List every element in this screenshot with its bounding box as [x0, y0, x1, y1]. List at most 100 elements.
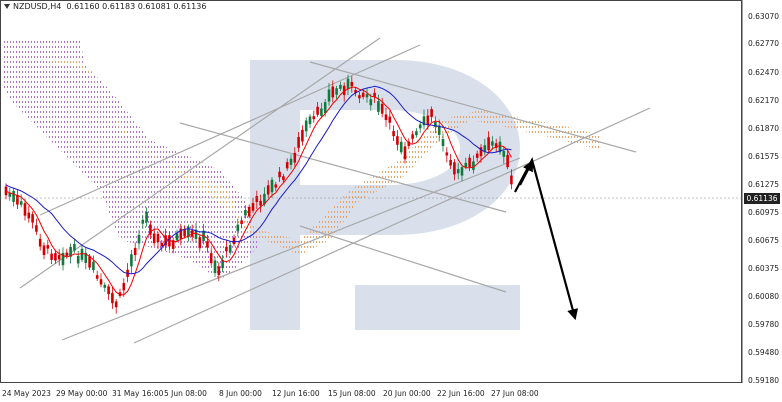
- candle-body: [510, 175, 513, 185]
- candle-body: [244, 209, 247, 216]
- trend-line: [61, 157, 521, 341]
- candle-body: [46, 245, 50, 249]
- time-tick: 20 Jun 00:00: [383, 389, 431, 398]
- candle-body: [350, 81, 354, 87]
- time-tick: 24 May 2023: [2, 389, 51, 398]
- time-tick: 12 Jun 16:00: [272, 389, 320, 398]
- candle-body: [156, 233, 160, 243]
- candle-body: [137, 234, 141, 244]
- price-tick: 0.59480: [748, 348, 780, 357]
- candle-body: [380, 103, 384, 114]
- candle-body: [453, 162, 456, 175]
- candle-body: [236, 224, 240, 232]
- candle-body: [175, 233, 179, 241]
- candle-body: [133, 247, 137, 256]
- time-tick: 15 Jun 08:00: [328, 389, 376, 398]
- price-tick: 0.62170: [748, 96, 780, 105]
- trend-line: [19, 37, 381, 289]
- candle-body: [251, 203, 255, 211]
- candle-body: [255, 196, 259, 203]
- candle-body: [320, 108, 323, 116]
- candle-body: [361, 92, 365, 97]
- cloud-bearish: [4, 40, 260, 280]
- candle-body: [472, 161, 475, 170]
- candle-body: [38, 238, 42, 247]
- trend-line: [309, 61, 637, 153]
- candle-body: [69, 246, 72, 257]
- chart-menu-icon[interactable]: [4, 4, 10, 9]
- candle-body: [316, 106, 319, 115]
- candle-body: [506, 154, 509, 168]
- time-tick: 29 May 00:00: [56, 389, 108, 398]
- candle-body: [388, 116, 392, 123]
- candle-body: [65, 252, 69, 256]
- candle-body: [468, 157, 471, 167]
- candle-body: [183, 229, 186, 237]
- kijun-line: [5, 85, 512, 275]
- candle-body: [228, 245, 232, 253]
- candle-body: [445, 152, 449, 156]
- candle-body: [213, 260, 217, 274]
- candle-body: [73, 243, 76, 251]
- candle-body: [475, 153, 479, 158]
- candle-body: [8, 192, 12, 197]
- candle-body: [301, 129, 304, 142]
- candle-body: [76, 255, 80, 264]
- candle-body: [225, 246, 228, 252]
- candle-body: [487, 137, 490, 151]
- candle-body: [289, 158, 293, 165]
- trend-line: [133, 107, 651, 344]
- chart-header: NZDUSD,H4 0.61160 0.61183 0.61081 0.6113…: [4, 2, 206, 11]
- candle-body: [145, 211, 148, 223]
- candle-body: [95, 275, 99, 279]
- tenkan-line: [5, 86, 512, 296]
- candle-body: [263, 193, 266, 205]
- candle-body: [164, 235, 167, 246]
- forecast-arrow-up: [519, 160, 534, 186]
- candle-body: [456, 169, 460, 174]
- candle-body: [259, 200, 262, 206]
- candle-body: [187, 226, 190, 237]
- candle-body: [502, 151, 506, 157]
- price-tick: 0.61575: [748, 152, 780, 161]
- candle-body: [430, 109, 433, 117]
- ohlc-values: 0.61160 0.61183 0.61081 0.61136: [66, 2, 207, 11]
- price-tick: 0.61275: [748, 180, 780, 189]
- candle-body: [331, 86, 335, 98]
- candle-body: [479, 147, 483, 157]
- candle-body: [498, 141, 502, 153]
- candle-body: [483, 145, 487, 153]
- price-tick: 0.62770: [748, 39, 780, 48]
- candle-body: [422, 116, 426, 126]
- candle-body: [50, 253, 53, 260]
- candle-body: [297, 137, 300, 148]
- candle-body: [99, 279, 103, 285]
- candle-body: [61, 252, 65, 266]
- candle-body: [354, 89, 357, 94]
- trend-line: [179, 122, 507, 213]
- candle-body: [464, 162, 468, 168]
- symbol-timeframe: NZDUSD,H4: [13, 2, 62, 11]
- candle-body: [411, 134, 414, 139]
- candle-body: [35, 225, 38, 232]
- candle-body: [209, 253, 213, 264]
- candle-body: [323, 102, 327, 114]
- candle-body: [282, 176, 285, 181]
- time-tick: 27 Jun 08:00: [491, 389, 539, 398]
- price-tick: 0.61870: [748, 124, 780, 133]
- candle-body: [369, 99, 373, 106]
- price-tick: 0.62470: [748, 68, 780, 77]
- price-tick: 0.60375: [748, 264, 780, 273]
- candle-body: [171, 240, 175, 249]
- candle-body: [198, 237, 202, 249]
- candle-body: [285, 162, 289, 169]
- candle-body: [494, 143, 498, 148]
- price-tick: 0.63070: [748, 12, 780, 21]
- candle-body: [111, 292, 114, 304]
- candle-body: [270, 179, 274, 193]
- candle-body: [206, 241, 209, 248]
- candle-body: [12, 191, 15, 202]
- candle-body: [179, 228, 183, 239]
